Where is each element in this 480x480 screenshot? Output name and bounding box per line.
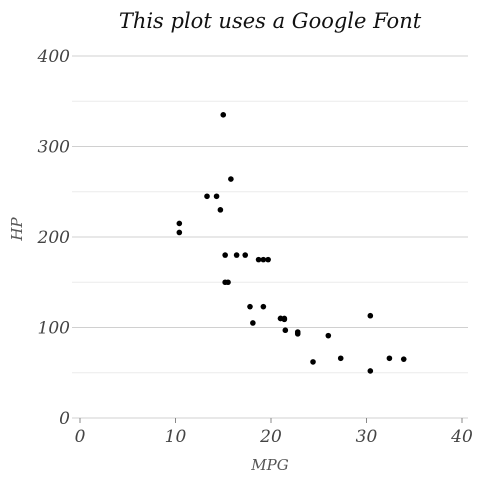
data-point [220, 112, 227, 118]
grid-lines [72, 55, 468, 419]
chart-title: This plot uses a Google Font [119, 9, 422, 33]
x-axis-label: MPG [250, 456, 288, 474]
data-point [367, 368, 374, 374]
data-point [260, 256, 267, 263]
data-point [265, 256, 271, 263]
y-tick-label: 200 [37, 228, 71, 248]
y-axis-label: HP [8, 217, 26, 242]
y-tick-label: 400 [37, 47, 71, 67]
data-point [294, 329, 301, 335]
data-point [213, 193, 220, 200]
data-point [176, 229, 183, 236]
data-point [204, 193, 210, 200]
data-point [247, 303, 253, 310]
data-point [386, 355, 393, 362]
data-point [281, 316, 288, 323]
data-point [222, 252, 228, 258]
data-point [222, 279, 228, 286]
data-point [260, 303, 267, 310]
data-point [337, 355, 344, 362]
data-point [228, 176, 234, 182]
y-tick-label: 100 [38, 319, 71, 339]
x-tick-label: 0 [75, 427, 86, 447]
x-tick-label: 30 [356, 427, 378, 447]
data-point [233, 252, 240, 258]
data-point [255, 256, 262, 263]
x-tick-label: 20 [259, 427, 282, 447]
data-point [367, 312, 374, 319]
data-point [282, 327, 289, 334]
x-tick-label: 40 [450, 427, 473, 447]
x-tick-label: 10 [165, 427, 187, 447]
data-point [310, 359, 316, 365]
data-point [217, 207, 224, 213]
y-tick-label: 300 [38, 138, 71, 158]
data-point [325, 332, 332, 339]
y-tick-label: 0 [59, 409, 70, 429]
data-point [250, 320, 256, 326]
data-point [400, 356, 407, 362]
axis-ticks: 0 100 200 300 400 0 10 20 30 40 [37, 47, 473, 447]
data-point [242, 252, 249, 258]
data-points [176, 112, 407, 374]
data-point [176, 220, 183, 227]
